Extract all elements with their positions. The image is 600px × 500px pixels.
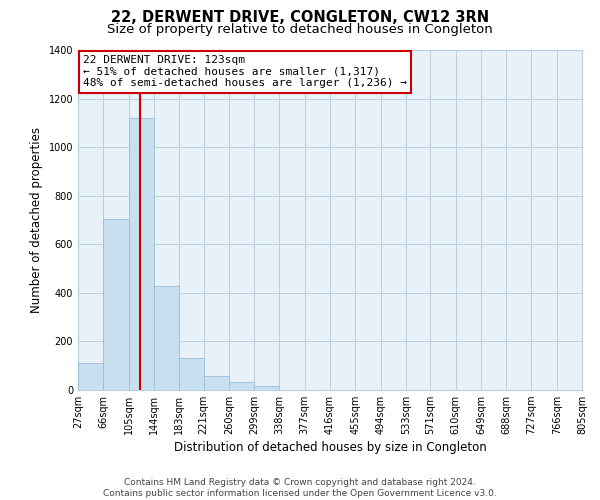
- Bar: [128, 118, 154, 390]
- Y-axis label: Number of detached properties: Number of detached properties: [30, 127, 43, 313]
- Bar: [229, 382, 254, 390]
- Text: Contains HM Land Registry data © Crown copyright and database right 2024.
Contai: Contains HM Land Registry data © Crown c…: [103, 478, 497, 498]
- Bar: [179, 358, 203, 390]
- Text: 22 DERWENT DRIVE: 123sqm
← 51% of detached houses are smaller (1,317)
48% of sem: 22 DERWENT DRIVE: 123sqm ← 51% of detach…: [83, 55, 407, 88]
- Text: Size of property relative to detached houses in Congleton: Size of property relative to detached ho…: [107, 22, 493, 36]
- X-axis label: Distribution of detached houses by size in Congleton: Distribution of detached houses by size …: [173, 442, 487, 454]
- Bar: [254, 386, 280, 390]
- Bar: [154, 286, 179, 390]
- Text: 22, DERWENT DRIVE, CONGLETON, CW12 3RN: 22, DERWENT DRIVE, CONGLETON, CW12 3RN: [111, 10, 489, 25]
- Bar: [203, 376, 229, 390]
- Bar: [103, 219, 128, 390]
- Bar: [78, 364, 103, 390]
